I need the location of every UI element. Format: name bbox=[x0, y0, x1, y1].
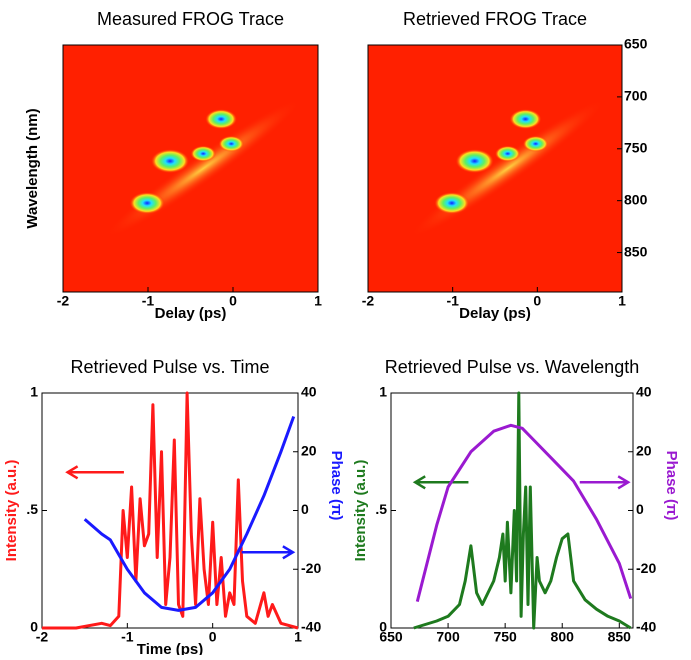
y2-tick-label: -20 bbox=[301, 560, 321, 576]
arrow-head bbox=[65, 465, 79, 480]
x-tick-label: 0 bbox=[533, 293, 541, 309]
heatmap-blob bbox=[434, 192, 470, 215]
y-tick-label: .5 bbox=[26, 501, 38, 517]
x-axis-label: Delay (ps) bbox=[459, 305, 531, 322]
y2-tick-label: 40 bbox=[636, 384, 652, 400]
x-tick-label: 0 bbox=[229, 293, 237, 309]
y2-tick-label: 40 bbox=[301, 384, 317, 400]
y-tick-label: 1 bbox=[30, 384, 38, 400]
series-line bbox=[415, 423, 633, 602]
x-tick-label: -2 bbox=[57, 293, 70, 309]
x-tick-label: 1 bbox=[294, 629, 302, 645]
heatmap-blob bbox=[150, 149, 190, 174]
x-tick-label: -1 bbox=[121, 629, 134, 645]
x-tick-label: -2 bbox=[362, 293, 375, 309]
x-tick-label: 750 bbox=[493, 629, 517, 645]
arrow-head bbox=[412, 475, 426, 490]
y-tick-label: .5 bbox=[375, 501, 387, 517]
y2-axis-label: Phase (π) bbox=[328, 451, 345, 521]
arrow-head bbox=[282, 545, 296, 560]
y-tick-label: 800 bbox=[624, 191, 648, 207]
chart-title: Retrieved Pulse vs. Time bbox=[70, 357, 269, 377]
x-tick-label: 700 bbox=[436, 629, 460, 645]
heatmap-blob bbox=[455, 149, 494, 174]
heatmap-blob bbox=[218, 135, 245, 152]
y2-tick-label: 0 bbox=[636, 501, 644, 517]
y2-tick-label: -20 bbox=[636, 560, 656, 576]
y2-tick-label: 20 bbox=[636, 442, 652, 458]
heatmap-blob bbox=[522, 135, 549, 152]
x-tick-label: -1 bbox=[142, 293, 155, 309]
heatmap-blob bbox=[190, 145, 217, 162]
y-axis-label: Intensity (a.u.) bbox=[352, 460, 369, 562]
heatmap-blob bbox=[205, 109, 238, 130]
y2-tick-label: -40 bbox=[301, 619, 321, 635]
y-tick-label: 0 bbox=[30, 619, 38, 635]
chart-title: Retrieved Pulse vs. Wavelength bbox=[385, 357, 639, 377]
x-tick-label: 800 bbox=[551, 629, 575, 645]
plot-frame bbox=[41, 392, 299, 629]
x-tick-label: 1 bbox=[618, 293, 626, 309]
series-line bbox=[83, 415, 296, 612]
x-tick-label: 1 bbox=[314, 293, 322, 309]
y2-tick-label: 20 bbox=[301, 442, 317, 458]
y2-axis-label: Phase (π) bbox=[663, 451, 680, 521]
heatmap-blob bbox=[509, 109, 542, 130]
series-line bbox=[413, 391, 632, 630]
x-axis-label: Delay (ps) bbox=[155, 305, 227, 322]
y-tick-label: 700 bbox=[624, 88, 648, 104]
y-tick-label: 650 bbox=[624, 36, 648, 52]
y-tick-label: 750 bbox=[624, 139, 648, 155]
plot-frame bbox=[367, 44, 623, 293]
x-tick-label: -1 bbox=[446, 293, 459, 309]
x-tick-label: 650 bbox=[379, 629, 403, 645]
y2-tick-label: -40 bbox=[636, 619, 656, 635]
y-tick-label: 0 bbox=[379, 619, 387, 635]
x-tick-label: 850 bbox=[608, 629, 632, 645]
heatmap-blob bbox=[129, 192, 165, 215]
chart-title: Measured FROG Trace bbox=[97, 9, 284, 29]
chart-title: Retrieved FROG Trace bbox=[403, 9, 587, 29]
y2-tick-label: 0 bbox=[301, 501, 309, 517]
x-axis-label: Time (ps) bbox=[137, 641, 203, 655]
x-tick-label: 0 bbox=[209, 629, 217, 645]
plot-frame bbox=[62, 44, 319, 293]
x-tick-label: -2 bbox=[36, 629, 49, 645]
heatmap-blob bbox=[494, 145, 521, 162]
series-line bbox=[42, 391, 299, 630]
arrow-head bbox=[617, 475, 631, 490]
y-tick-label: 1 bbox=[379, 384, 387, 400]
y-axis-label: Intensity (a.u.) bbox=[3, 460, 20, 562]
y-tick-label: 850 bbox=[624, 243, 648, 259]
y-axis-label: Wavelength (nm) bbox=[24, 108, 41, 228]
